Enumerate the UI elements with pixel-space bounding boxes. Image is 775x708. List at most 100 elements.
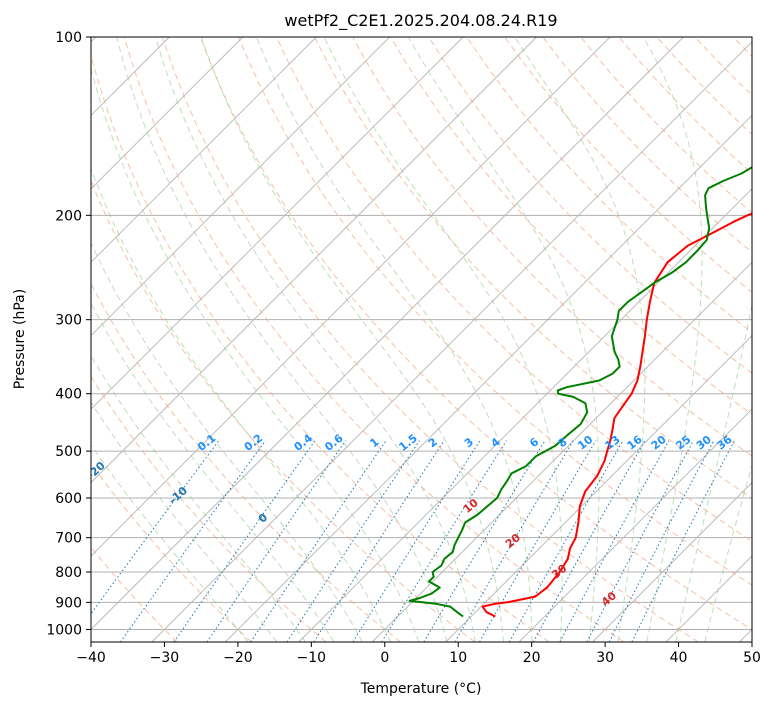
isotherm-line [592,481,752,642]
dry-adiabat [504,37,752,293]
plot-frame [90,36,753,643]
plot-area: 0.10.20.40.611.52346810131620253036-100-… [5,37,775,642]
y-tick-label: 100 [55,30,82,46]
mixing-ratio-label: 8 [556,435,570,450]
isotherm-line [91,37,611,557]
mixing-ratio-line [559,440,670,642]
moist-adiabat [91,401,278,642]
isotherm-line [151,41,752,642]
mixing-ratio-label: 25 [673,433,693,453]
mixing-ratio-label: 3 [462,435,476,450]
mixing-ratio-line [206,440,347,642]
mixing-ratio-label: 0.1 [195,432,218,454]
mixing-ratio-line [250,440,387,642]
mixing-ratio-label: 6 [527,435,541,450]
isotherm-line [91,37,537,484]
x-tick-label: 0 [380,650,389,666]
isotherm-line [91,37,244,190]
isotherm-line [298,188,752,642]
y-tick-label: 900 [55,595,82,611]
moist-adiabat [91,444,249,642]
moist-adiabat [323,37,563,642]
mixing-ratio-line [352,440,481,642]
mixing-ratio-line [119,440,266,642]
moist-adiabat [675,301,752,642]
x-tick-label: −20 [223,650,253,666]
x-tick-label: −10 [297,650,327,666]
x-tick-label: 20 [523,650,541,666]
isotherm-line [518,408,752,642]
dry-adiabat [237,37,752,586]
moist-adiabat [91,241,363,642]
x-tick-label: 30 [596,650,614,666]
mixing-ratio-label: 1 [367,435,381,450]
mixing-ratio-line [381,440,507,642]
x-axis-label: Temperature (°C) [360,681,482,697]
dry-adiabat [314,37,752,499]
isotherm-line [225,114,752,642]
moist-adiabat [154,37,476,642]
dry-adiabat-label: -10 [166,484,190,507]
y-tick-label: 600 [55,491,82,507]
dry-adiabat [276,37,752,542]
dewpoint-profile [408,166,752,618]
mixing-ratio-line [532,440,646,642]
dry-adiabat [199,37,752,630]
x-tick-label: 10 [449,650,467,666]
dry-adiabat-label: 0 [256,511,271,526]
dry-adiabat [161,37,699,642]
dry-adiabat [91,462,252,642]
moist-adiabat [514,37,646,642]
moist-adiabat [408,37,600,642]
mixing-ratio-label: 13 [603,433,623,453]
moist-adiabat [116,37,448,642]
x-tick-label: −30 [150,650,180,666]
moist-adiabat-label: 20 [503,531,523,551]
moist-adiabat [642,37,703,642]
mixing-ratio-line [286,440,420,642]
isotherm-line [665,555,752,642]
moist-adiabat [91,354,306,642]
isotherm-line [445,335,752,642]
dry-adiabat-label: -20 [84,459,108,482]
dry-adiabat-label: -30 [5,431,29,454]
moist-adiabat [704,463,752,642]
y-tick-label: 1000 [46,622,82,638]
mixing-ratio-line [91,440,220,615]
dry-adiabat [390,37,752,415]
y-tick-label: 800 [55,565,82,581]
x-tick-label: 50 [743,650,761,666]
y-tick-label: 200 [55,208,82,224]
mixing-ratio-line [479,440,597,642]
x-tick-label: −40 [76,650,106,666]
dry-adiabat [91,53,550,642]
y-tick-label: 500 [55,444,82,460]
y-axis-label: Pressure (hPa) [12,289,28,389]
dry-adiabat [771,37,775,642]
dry-adiabat [91,179,476,642]
isotherm-line [91,37,390,337]
mixing-ratio-label: 36 [715,433,735,453]
isotherm-line [371,261,752,642]
moist-adiabat [200,37,505,642]
y-tick-label: 400 [55,387,82,403]
isotherm-line [91,37,317,263]
x-tick-label: 40 [670,650,688,666]
moist-adiabat [256,37,533,642]
moist-adiabat [91,167,392,642]
mixing-ratio-line [631,440,735,642]
mixing-ratio-label: 0.4 [292,431,316,453]
dry-adiabat [91,282,401,642]
mixing-ratio-label: 2 [426,435,440,450]
moist-adiabat [91,302,335,642]
mixing-ratio-line [313,440,445,642]
chart-title: wetPf2_C2E1.2025.204.08.24.R19 [284,11,557,31]
mixing-ratio-line [454,440,574,642]
moist-adiabat [91,66,420,642]
dry-adiabat [91,375,327,642]
isotherm-line [91,37,464,410]
y-tick-label: 700 [55,531,82,547]
mixing-ratio-line [173,440,316,642]
moist-adiabat-label: 40 [599,589,619,609]
